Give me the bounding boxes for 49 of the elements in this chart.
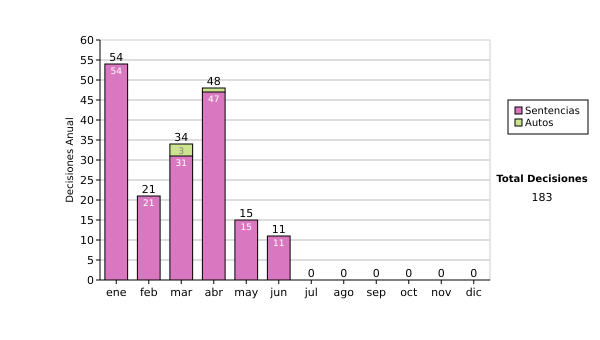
total-label: 48 <box>206 75 221 88</box>
y-tick-label: 25 <box>80 174 94 187</box>
x-tick-label: ago <box>334 286 354 299</box>
x-tick-label: oct <box>400 286 418 299</box>
total-label: 21 <box>142 183 156 196</box>
total-label: 0 <box>372 267 380 280</box>
y-tick-label: 45 <box>80 94 94 107</box>
x-tick-label: mar <box>170 286 193 299</box>
data-label: 47 <box>208 95 220 105</box>
x-tick-label: feb <box>140 286 158 299</box>
data-label: 3 <box>178 147 184 157</box>
legend-label: Sentencias <box>525 106 580 117</box>
total-label: 11 <box>272 223 286 236</box>
total-label: 15 <box>239 207 254 220</box>
y-tick-label: 15 <box>80 214 94 227</box>
y-axis-title: Decisiones Anual <box>65 117 76 203</box>
x-tick-label: ene <box>106 286 127 299</box>
data-label: 15 <box>240 223 252 233</box>
x-tick-label: sep <box>366 286 386 299</box>
y-tick-label: 55 <box>80 54 94 67</box>
total-label: 54 <box>109 51 124 64</box>
data-label: 21 <box>143 199 154 209</box>
text: Total Decisiones <box>496 174 588 185</box>
y-tick-label: 20 <box>80 194 94 207</box>
total-label: 0 <box>308 267 315 280</box>
y-tick-label: 10 <box>80 234 94 247</box>
text: 183 <box>532 191 552 204</box>
total-label: 0 <box>405 267 412 280</box>
x-tick-label: abr <box>204 286 224 299</box>
data-label: 31 <box>176 159 187 169</box>
x-tick-label: jul <box>304 286 318 299</box>
x-tick-label: jun <box>269 286 288 299</box>
total-label: 0 <box>438 267 445 280</box>
x-tick-label: may <box>234 286 259 299</box>
y-tick-label: 30 <box>80 154 94 167</box>
data-label: 11 <box>273 239 284 249</box>
total-label: 34 <box>174 131 188 144</box>
data-label: 54 <box>110 67 122 77</box>
x-tick-label: nov <box>431 286 452 299</box>
y-tick-label: 35 <box>80 134 94 147</box>
total-label: 0 <box>470 267 478 280</box>
total-label: 0 <box>340 267 348 280</box>
x-tick-label: dic <box>466 286 482 299</box>
y-tick-label: 60 <box>80 34 94 47</box>
y-tick-label: 50 <box>80 74 94 87</box>
y-tick-label: 40 <box>80 114 94 127</box>
y-tick-label: 5 <box>87 254 94 267</box>
y-tick-label: 0 <box>87 274 94 287</box>
legend-label: Autos <box>525 118 554 129</box>
